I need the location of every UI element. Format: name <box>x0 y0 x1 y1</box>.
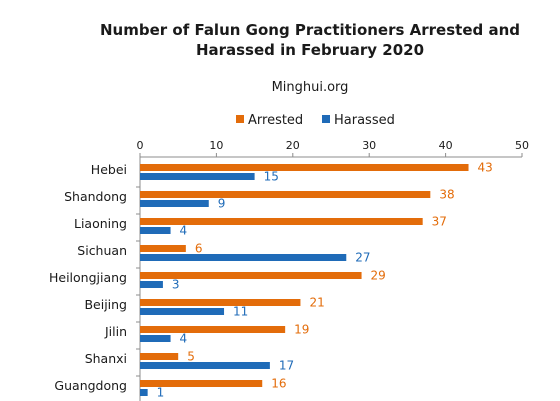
bar-arrested <box>140 272 362 279</box>
category-label: Liaoning <box>74 216 127 231</box>
category-label: Shandong <box>64 189 127 204</box>
data-label-harassed: 15 <box>264 170 279 184</box>
category-axis: Hebei Shandong Liaoning Sichuan Heilongjiang… <box>49 162 140 393</box>
bar-harassed <box>140 362 270 369</box>
bar-arrested <box>140 191 431 198</box>
category-label: Guangdong <box>54 378 127 393</box>
bar-harassed <box>140 200 209 207</box>
chart-subtitle: Minghui.org <box>272 80 349 95</box>
data-label-harassed: 4 <box>180 332 188 346</box>
x-tick-label: 20 <box>286 139 300 152</box>
data-label-harassed: 9 <box>218 197 226 211</box>
bar-arrested <box>140 245 186 252</box>
legend-swatch-harassed <box>322 115 330 123</box>
category-label: Beijing <box>84 297 127 312</box>
data-label-harassed: 1 <box>157 386 165 400</box>
bar-harassed <box>140 173 255 180</box>
data-label-arrested: 38 <box>439 188 454 202</box>
chart-title-line-2: Harassed in February 2020 <box>196 41 424 59</box>
legend-swatch-arrested <box>236 115 244 123</box>
bar-arrested <box>140 164 469 171</box>
bar-arrested <box>140 299 301 306</box>
x-axis: 0 10 20 30 40 50 <box>137 139 529 401</box>
x-tick-label: 10 <box>209 139 223 152</box>
category-label: Sichuan <box>77 243 127 258</box>
x-tick-label: 0 <box>137 139 144 152</box>
bar-arrested <box>140 353 179 360</box>
bar-harassed <box>140 281 163 288</box>
data-label-arrested: 5 <box>187 350 195 364</box>
data-label-harassed: 11 <box>233 305 248 319</box>
bar-harassed <box>140 335 171 342</box>
data-label-arrested: 29 <box>371 269 386 283</box>
data-label-harassed: 4 <box>180 224 188 238</box>
legend-label-arrested: Arrested <box>248 113 303 128</box>
chart-title-line-1: Number of Falun Gong Practitioners Arres… <box>100 21 520 39</box>
bars <box>140 164 469 396</box>
data-label-arrested: 6 <box>195 242 203 256</box>
bar-harassed <box>140 389 148 396</box>
data-label-harassed: 17 <box>279 359 294 373</box>
bar-arrested <box>140 326 286 333</box>
data-label-arrested: 21 <box>309 296 324 310</box>
bar-harassed <box>140 254 347 261</box>
bar-arrested <box>140 380 263 387</box>
data-label-arrested: 19 <box>294 323 309 337</box>
data-label-harassed: 3 <box>172 278 180 292</box>
category-label: Jilin <box>104 324 127 339</box>
x-tick-label: 50 <box>515 139 529 152</box>
category-label: Hebei <box>91 162 127 177</box>
category-label: Heilongjiang <box>49 270 127 285</box>
x-tick-label: 30 <box>362 139 376 152</box>
data-label-arrested: 37 <box>432 215 447 229</box>
legend-label-harassed: Harassed <box>334 113 395 128</box>
bar-harassed <box>140 308 225 315</box>
x-tick-label: 40 <box>439 139 453 152</box>
data-label-arrested: 16 <box>271 377 286 391</box>
bar-arrested <box>140 218 423 225</box>
category-label: Shanxi <box>85 351 127 366</box>
legend: Arrested Harassed <box>236 113 395 128</box>
bar-harassed <box>140 227 171 234</box>
data-label-harassed: 27 <box>355 251 370 265</box>
data-label-arrested: 43 <box>478 161 493 175</box>
